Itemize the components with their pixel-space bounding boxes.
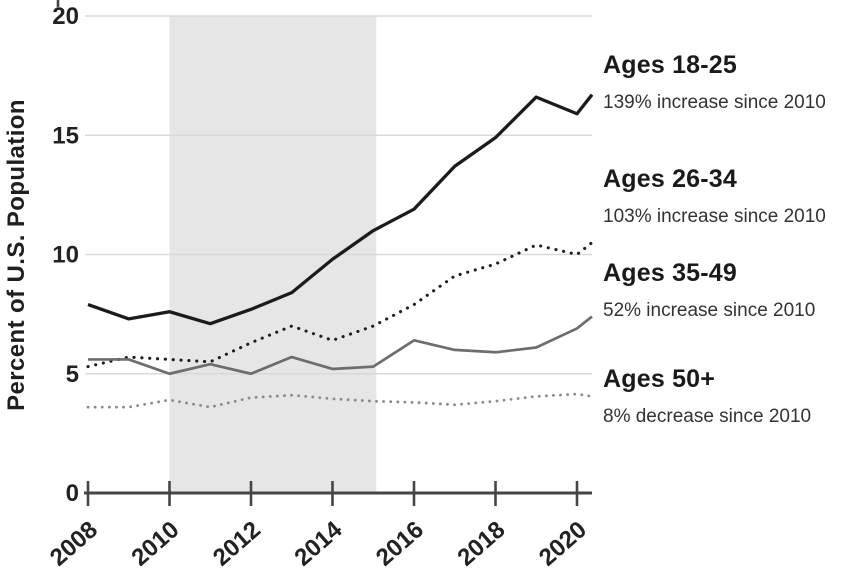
line-ages-18-25 [87, 93, 594, 326]
series-layer [86, 93, 594, 409]
legend-title-ages-50-plus: Ages 50+ [603, 365, 716, 393]
legend-title-ages-26-34: Ages 26-34 [603, 165, 738, 193]
x-tick-label-2016: 2016 [371, 516, 429, 571]
legend-title-ages-18-25: Ages 18-25 [603, 51, 738, 79]
y-axis-title: Percent of U.S. Population [3, 99, 30, 411]
y-tick-label-15: 15 [52, 122, 79, 149]
line-ages-35-49 [88, 315, 593, 376]
x-tick-label-2010: 2010 [126, 516, 184, 571]
x-tick-label-2014: 2014 [289, 516, 348, 572]
legend-item-ages-26-34: Ages 26-34 103% increase since 2010 [603, 165, 826, 227]
legend-item-ages-50-plus: Ages 50+ 8% decrease since 2010 [603, 365, 812, 427]
x-tick-label-2008: 2008 [45, 516, 103, 571]
y-tick-label-0: 0 [66, 480, 79, 507]
legend-item-ages-18-25: Ages 18-25 139% increase since 2010 [603, 51, 826, 113]
x-tick-label-2018: 2018 [452, 516, 510, 571]
legend-subtitle-ages-18-25: 139% increase since 2010 [603, 91, 826, 113]
y-tick-label-5: 5 [66, 361, 79, 388]
legend-subtitle-ages-35-49: 52% increase since 2010 [603, 299, 816, 321]
x-tick-label-2020: 2020 [534, 516, 592, 571]
legend-item-ages-35-49: Ages 35-49 52% increase since 2010 [603, 259, 816, 321]
legend-subtitle-ages-26-34: 103% increase since 2010 [603, 205, 826, 227]
axis-layer [56, 0, 592, 506]
x-tick-label-2012: 2012 [208, 516, 266, 571]
legend-title-ages-35-49: Ages 35-49 [603, 259, 738, 287]
legend-subtitle-ages-50-plus: 8% decrease since 2010 [603, 405, 812, 427]
y-tick-label-20: 20 [52, 3, 79, 30]
y-tick-label-10: 10 [52, 242, 79, 269]
